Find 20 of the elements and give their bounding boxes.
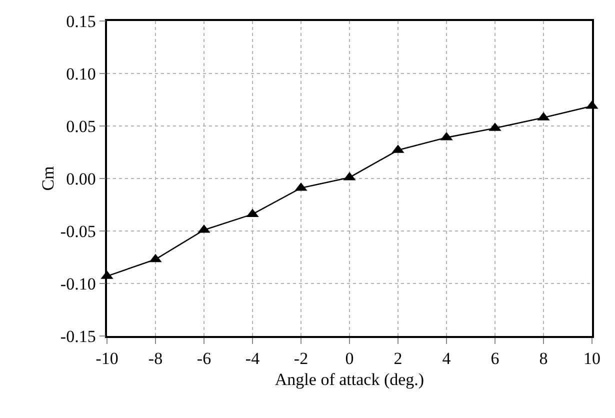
y-tick-label: 0.10	[66, 64, 96, 84]
x-tick-label: -2	[294, 349, 308, 368]
x-tick-label: 8	[539, 349, 548, 368]
x-tick-label: -10	[96, 349, 118, 368]
y-tick-label: -0.05	[60, 222, 96, 241]
x-tick-label: -4	[245, 349, 260, 368]
y-tick-label: -0.10	[60, 274, 96, 294]
x-tick-label: -8	[148, 349, 163, 368]
y-tick-label: 0.05	[66, 116, 96, 136]
y-tick-label: 0.15	[66, 12, 96, 31]
x-tick-label: 10	[584, 349, 600, 368]
x-tick-label: 4	[442, 349, 452, 368]
y-axis-title: Cm	[38, 166, 58, 191]
y-tick-label: -0.15	[60, 326, 96, 346]
x-tick-label: 6	[490, 349, 500, 368]
x-tick-label: -6	[196, 349, 212, 368]
y-tick-label: 0.00	[66, 169, 96, 188]
x-axis-title: Angle of attack (deg.)	[274, 370, 424, 390]
x-tick-label: 0	[345, 349, 354, 368]
x-tick-label: 2	[394, 349, 402, 368]
